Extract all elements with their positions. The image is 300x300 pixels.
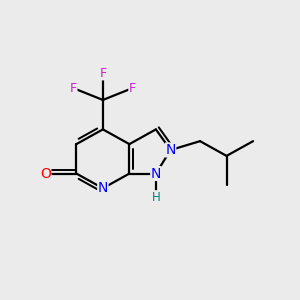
Text: H: H <box>152 190 160 204</box>
Text: F: F <box>70 82 77 95</box>
Text: N: N <box>165 143 176 157</box>
Text: N: N <box>151 167 161 181</box>
Text: F: F <box>99 67 106 80</box>
Text: N: N <box>98 181 108 195</box>
Text: F: F <box>129 82 136 95</box>
Text: O: O <box>40 167 51 181</box>
